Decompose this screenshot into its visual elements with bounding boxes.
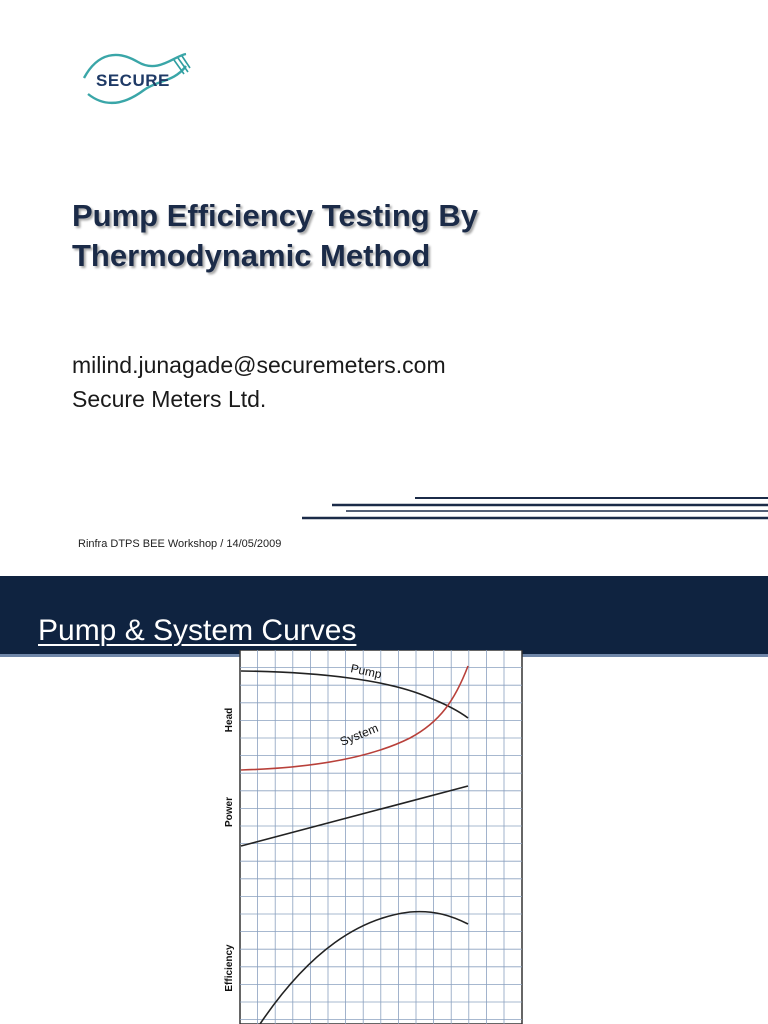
y-axis-label-power: Power: [224, 797, 235, 827]
company-name: Secure Meters Ltd.: [72, 386, 267, 412]
pump-system-chart: Head Power Efficiency Pump System: [200, 650, 530, 1024]
author-contact: milind.junagade@securemeters.com Secure …: [72, 348, 446, 416]
author-email: milind.junagade@securemeters.com: [72, 352, 446, 378]
y-axis-label-efficiency: Efficiency: [224, 944, 235, 992]
efficiency-curve: [259, 910, 469, 1024]
title-slide: SECURE Pump Efficiency Testing By Thermo…: [72, 46, 768, 550]
y-axis-label-head: Head: [224, 708, 235, 732]
title-banner: [0, 576, 768, 654]
logo-text: SECURE: [96, 71, 170, 90]
presentation-title: Pump Efficiency Testing By Thermodynamic…: [72, 196, 712, 276]
title-line-2: Thermodynamic Method: [72, 238, 431, 273]
secure-logo: SECURE: [78, 46, 198, 116]
title-line-1: Pump Efficiency Testing By: [72, 198, 478, 233]
decorative-lines: [290, 490, 768, 530]
curves-slide: Pump & System Curves Head Power Efficien…: [0, 576, 768, 1024]
system-curve: [240, 665, 469, 771]
pump-curve: [240, 670, 469, 719]
footer-text: Rinfra DTPS BEE Workshop / 14/05/2009: [78, 538, 282, 550]
pump-curve-label: Pump: [349, 661, 383, 681]
power-curve: [240, 785, 469, 847]
slide-title: Pump & System Curves: [38, 614, 357, 647]
